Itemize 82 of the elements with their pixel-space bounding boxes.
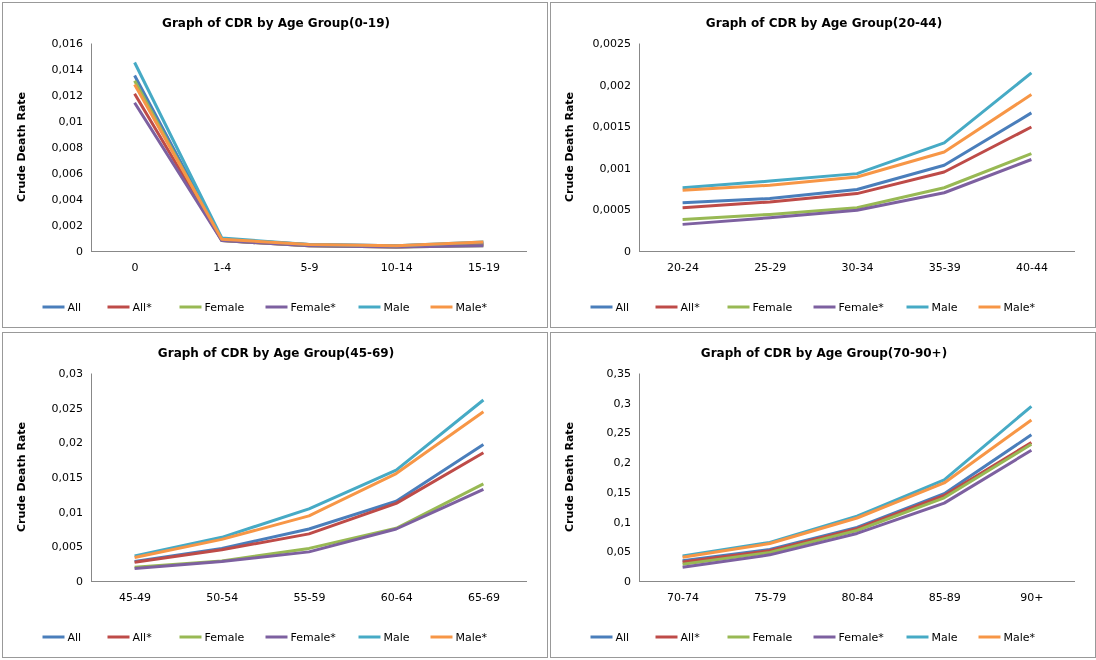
chart-title: Graph of CDR by Age Group(45-69) [157,346,395,360]
x-tick-label: 10-14 [380,260,413,274]
y-tick-label: 0,0005 [592,203,631,217]
x-tick-label: 75-79 [754,590,787,604]
y-tick-label: 0,0015 [592,120,631,134]
y-axis-title: Crude Death Rate [15,421,28,533]
y-tick-label: 0,016 [51,37,83,51]
legend-label: Male* [1003,631,1036,644]
legend-label: All* [132,301,153,314]
y-tick-label: 0 [624,575,631,589]
chart-title: Graph of CDR by Age Group(0-19) [162,16,390,30]
y-tick-label: 0,025 [51,401,83,415]
legend-label: Female [204,631,245,644]
legend-label: Female* [838,631,885,644]
x-tick-label: 35-39 [928,260,961,274]
legend-label: Male [383,631,410,644]
y-tick-label: 0,35 [606,367,631,381]
y-tick-label: 0,006 [51,167,83,181]
x-tick-label: 80-84 [841,590,874,604]
legend-label: Male [931,301,958,314]
y-tick-label: 0,02 [58,436,83,450]
x-tick-label: 50-54 [206,590,239,604]
legend-label: All [67,631,82,644]
y-tick-label: 0,004 [51,193,83,207]
y-tick-label: 0,05 [606,545,631,559]
x-tick-label: 70-74 [667,590,700,604]
x-tick-label: 15-19 [467,260,500,274]
y-tick-label: 0,015 [51,471,83,485]
x-tick-label: 0 [131,260,139,274]
x-tick-label: 85-89 [928,590,961,604]
legend-label: All [67,301,82,314]
y-tick-label: 0 [76,575,83,589]
x-tick-label: 90+ [1020,590,1044,604]
x-tick-label: 1-4 [213,260,232,274]
y-tick-label: 0,002 [599,78,631,92]
x-tick-label: 40-44 [1015,260,1048,274]
legend-label: All [615,301,630,314]
y-tick-label: 0,01 [58,115,83,129]
y-tick-label: 0,001 [599,161,631,175]
legend-label: Male [931,631,958,644]
y-tick-label: 0,3 [613,396,631,410]
y-tick-label: 0,15 [606,485,631,499]
legend-label: Male [383,301,410,314]
x-tick-label: 30-34 [841,260,874,274]
y-tick-label: 0 [624,245,631,259]
x-tick-label: 5-9 [300,260,319,274]
chart-title: Graph of CDR by Age Group(20-44) [705,16,943,30]
y-tick-label: 0,0025 [592,37,631,51]
y-tick-label: 0,2 [613,456,631,470]
x-tick-label: 25-29 [754,260,787,274]
y-tick-label: 0 [76,245,83,259]
y-axis-title: Crude Death Rate [563,421,576,533]
y-tick-label: 0,01 [58,505,83,519]
legend-label: Female* [838,301,885,314]
x-tick-label: 55-59 [293,590,326,604]
y-tick-label: 0,005 [51,540,83,554]
y-tick-label: 0,25 [606,426,631,440]
legend-label: Male* [1003,301,1036,314]
y-axis-title: Crude Death Rate [563,91,576,203]
legend-label: Female* [290,631,337,644]
legend-label: Female [204,301,245,314]
x-tick-label: 45-49 [119,590,152,604]
x-tick-label: 20-24 [667,260,700,274]
legend-label: Female* [290,301,337,314]
y-tick-label: 0,03 [58,367,83,381]
y-tick-label: 0,002 [51,219,83,233]
y-tick-label: 0,012 [51,89,83,103]
y-tick-label: 0,014 [51,63,83,77]
legend-label: Male* [455,301,488,314]
legend-label: Female [752,301,793,314]
legend-label: All* [132,631,153,644]
y-tick-label: 0,008 [51,141,83,155]
legend-label: All* [680,301,701,314]
chart-title: Graph of CDR by Age Group(70-90+) [700,346,948,360]
legend-label: All [615,631,630,644]
x-tick-label: 60-64 [380,590,413,604]
y-axis-title: Crude Death Rate [15,91,28,203]
y-tick-label: 0,1 [613,515,631,529]
legend-label: Female [752,631,793,644]
x-tick-label: 65-69 [467,590,500,604]
legend-label: All* [680,631,701,644]
legend-label: Male* [455,631,488,644]
